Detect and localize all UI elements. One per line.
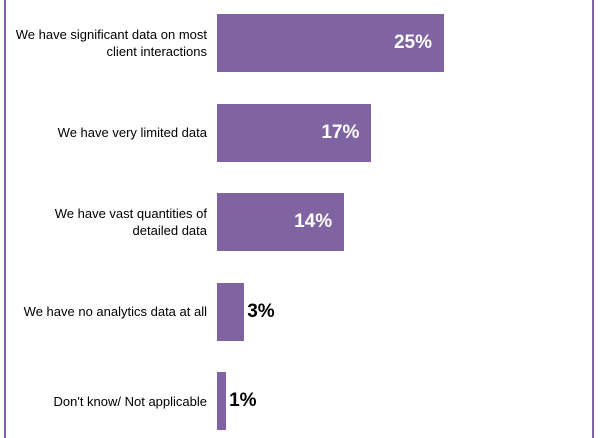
data-label: 25% [393, 32, 432, 53]
bar [217, 103, 372, 162]
bar [217, 282, 245, 341]
bar [217, 193, 345, 251]
data-label: 3% [247, 300, 275, 322]
bar [217, 372, 227, 430]
data-label: 17% [321, 121, 360, 143]
data-label: 14% [294, 211, 333, 232]
chart-frame [4, 0, 594, 438]
category-label: We have significant data on most client … [15, 27, 207, 59]
category-label: We have very limited data [57, 125, 207, 140]
category-label: Don't know/ Not applicable [53, 393, 207, 409]
category-label: We have no analytics data at all [23, 304, 207, 319]
category-label: We have vast quantities of detailed data [54, 206, 207, 238]
data-label: 1% [229, 390, 257, 411]
bar [217, 14, 444, 72]
